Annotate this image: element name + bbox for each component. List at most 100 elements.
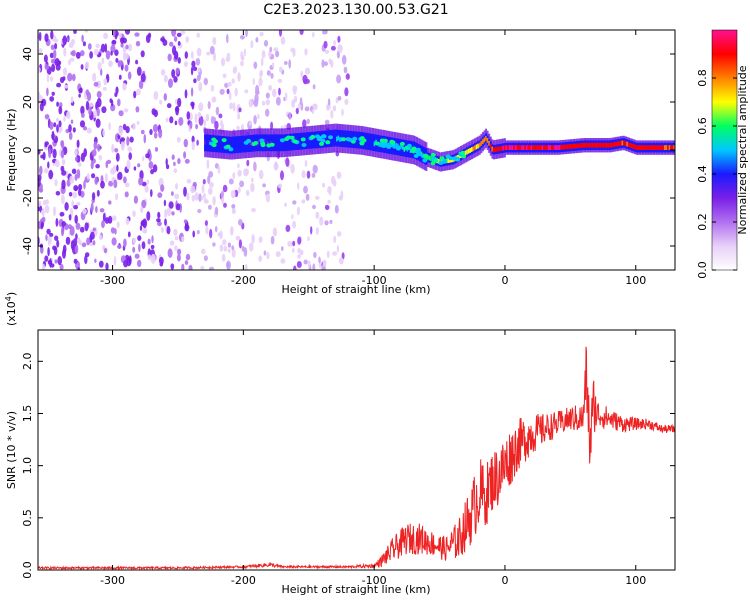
noise-speckle: [44, 114, 50, 120]
noise-speckle: [341, 108, 344, 116]
ridge-peak: [249, 140, 252, 146]
noise-speckle: [173, 168, 178, 174]
noise-speckle: [114, 49, 119, 56]
noise-speckle: [90, 160, 94, 170]
ridge-peak: [268, 140, 271, 145]
noise-speckle: [125, 218, 130, 225]
noise-speckle: [133, 166, 137, 171]
noise-speckle: [60, 226, 65, 237]
noise-speckle: [203, 255, 208, 262]
ridge-peak: [478, 142, 481, 148]
noise-speckle: [50, 44, 55, 51]
noise-speckle: [290, 163, 295, 174]
ridge-peak: [307, 138, 310, 144]
noise-speckle: [297, 236, 302, 245]
y-tick-label: -20: [21, 189, 34, 207]
noise-speckle: [278, 183, 283, 189]
noise-speckle: [48, 148, 52, 159]
noise-speckle: [98, 260, 104, 268]
ridge-peak: [560, 144, 563, 150]
ridge-peak: [527, 145, 530, 150]
noise-speckle: [209, 228, 213, 239]
colorbar: 0.0 0.2 0.4 0.6 0.8 Normalized spectral ampl…: [696, 29, 749, 279]
spectrogram-xlabel: Height of straight line (km): [281, 283, 430, 296]
ridge-peak: [400, 143, 403, 149]
ridge-peak: [623, 140, 626, 146]
noise-speckle: [38, 31, 42, 42]
ridge-peak: [648, 145, 651, 150]
noise-speckle: [80, 64, 84, 70]
noise-speckle: [143, 134, 147, 144]
ridge-peak: [304, 139, 307, 145]
noise-speckle: [71, 200, 75, 208]
noise-speckle: [237, 72, 241, 82]
noise-speckle: [95, 205, 98, 214]
noise-speckle: [327, 199, 331, 204]
x-tick-label: -200: [231, 274, 256, 287]
noise-speckle: [251, 207, 256, 213]
ridge-peak: [522, 145, 525, 150]
noise-speckle: [257, 113, 260, 120]
noise-speckle: [80, 50, 85, 57]
noise-speckle: [158, 128, 162, 134]
noise-speckle: [72, 127, 76, 133]
noise-speckle: [57, 256, 62, 266]
noise-speckle: [55, 117, 59, 123]
noise-speckle: [84, 30, 88, 33]
noise-speckle: [283, 61, 288, 65]
ridge-peak: [656, 145, 659, 150]
noise-speckle: [81, 34, 84, 43]
noise-speckle: [145, 34, 151, 43]
noise-speckle: [301, 170, 306, 179]
noise-speckle: [111, 237, 117, 246]
ridge-peak: [481, 139, 484, 145]
ridge-peak: [205, 139, 208, 144]
ridge-spot: [225, 144, 231, 149]
noise-speckle: [297, 254, 301, 259]
noise-speckle: [235, 235, 241, 241]
noise-speckle: [243, 48, 246, 57]
noise-speckle: [117, 98, 121, 107]
noise-speckle: [89, 51, 93, 59]
noise-speckle: [263, 40, 269, 47]
ridge-peak: [638, 145, 641, 150]
ridge-peak: [485, 135, 488, 141]
ridge-peak: [494, 147, 497, 152]
noise-speckle: [95, 164, 100, 169]
snr-frame: [37, 329, 676, 571]
noise-speckle: [168, 201, 174, 209]
noise-speckle: [266, 251, 270, 260]
noise-speckle: [93, 81, 99, 87]
spectrogram-ylabel: Frequency (Hz): [5, 109, 18, 192]
ridge-peak: [599, 142, 602, 148]
noise-speckle: [87, 43, 92, 50]
noise-speckle: [44, 33, 49, 42]
noise-speckle: [110, 50, 113, 56]
noise-speckle: [81, 112, 85, 118]
ridge-peak: [447, 158, 450, 163]
noise-speckle: [177, 97, 182, 108]
noise-speckle: [332, 105, 337, 112]
y-tick-label: 2.0: [21, 353, 34, 371]
ridge-peak: [233, 141, 236, 147]
ridge-spot: [266, 143, 272, 148]
y-tick-label: 1.0: [21, 457, 34, 475]
ridge-peak: [334, 135, 337, 141]
noise-speckle: [265, 193, 270, 203]
ridge-peak: [503, 145, 506, 151]
noise-speckle: [102, 128, 105, 137]
ridge-peak: [379, 142, 382, 147]
noise-speckle: [54, 159, 60, 168]
x-tick-label: 100: [625, 274, 646, 287]
ridge-peak: [406, 146, 409, 152]
snr-ticks: -300 -200 -100 0 100 0.0 0.5 1.0 1.5 2.0: [21, 330, 675, 587]
noise-speckle: [202, 179, 206, 185]
noise-speckle: [58, 106, 63, 115]
noise-speckle: [219, 88, 225, 95]
noise-speckle: [110, 99, 114, 107]
noise-speckle: [244, 89, 249, 94]
noise-speckle: [108, 60, 113, 68]
noise-speckle: [135, 40, 141, 47]
ridge-peak: [651, 145, 654, 150]
